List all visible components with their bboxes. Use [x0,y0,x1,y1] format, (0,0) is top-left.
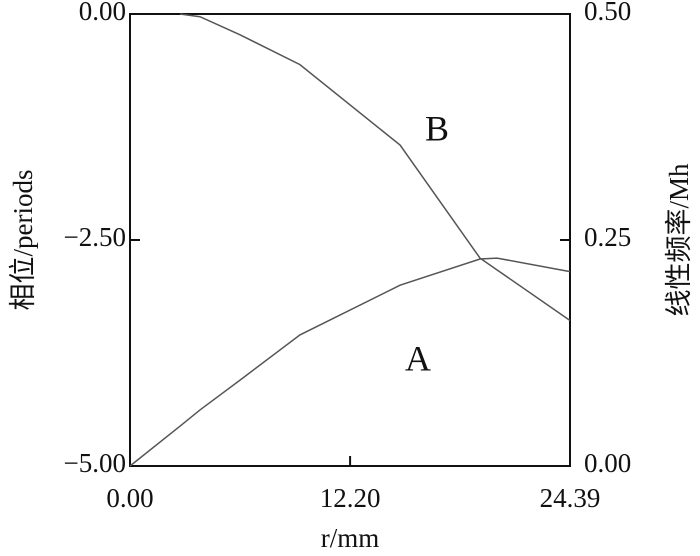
x-tick-label: 24.39 [540,483,601,513]
line-series [129,257,571,467]
y2-tick-label: 0.25 [584,222,631,252]
x-axis-label: r/mm [321,523,380,553]
line-series [179,13,571,322]
y2-tick-label: 0.00 [584,448,631,478]
y-tick-label: −2.50 [64,222,126,252]
series-label: A [405,338,431,378]
y-tick-label: 0.00 [79,0,126,26]
x-tick-label: 12.20 [320,483,381,513]
series-label: B [425,108,449,148]
x-tick-label: 0.00 [106,483,153,513]
y2-axis-label: 线性频率/Mh [664,163,694,317]
y2-tick-label: 0.50 [584,0,631,26]
y-axis-label: 相位/periods [8,170,38,311]
y-tick-label: −5.00 [64,448,126,478]
plot-frame [129,13,571,467]
